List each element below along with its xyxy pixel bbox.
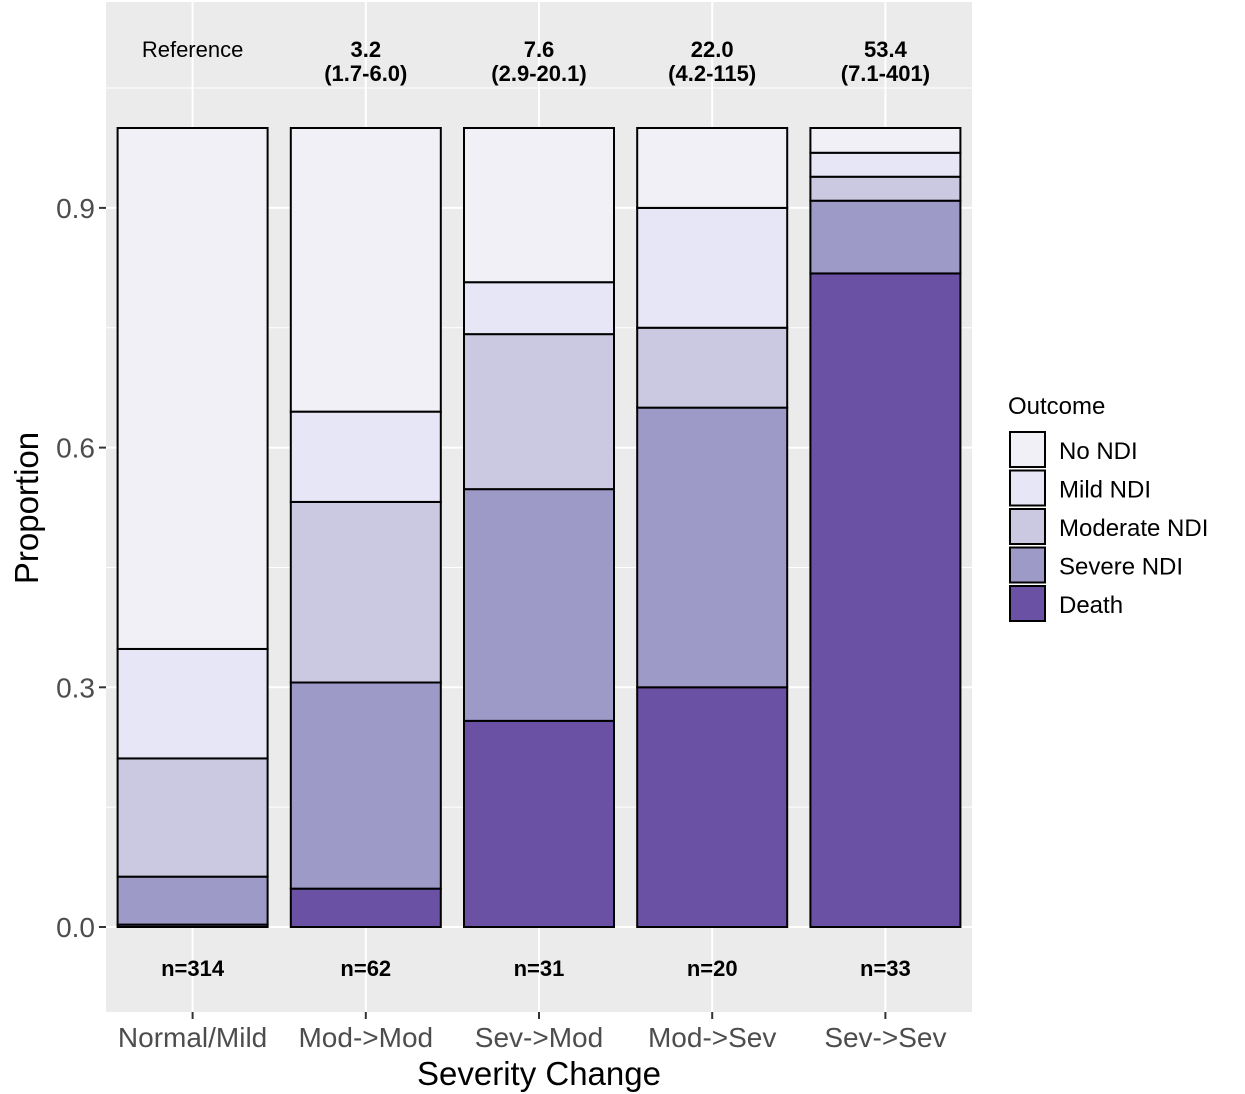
legend-label: No NDI <box>1059 438 1138 465</box>
bar-segment-sev-mod-severe-ndi <box>463 488 615 722</box>
annotations: Reference 3.2(1.7-6.0) 7.6(2.9-20.1) 22.0(4… <box>142 37 930 981</box>
y-tick-label: 0.9 <box>56 193 95 224</box>
bar-segment-mod-sev-death <box>636 686 789 928</box>
bar-segment-sev-mod-moderate-ndi <box>463 333 615 491</box>
y-tick-label: 0.3 <box>56 672 95 703</box>
bar-segment-normal-mild-moderate-ndi <box>116 757 269 878</box>
bar-segment-sev-mod-death <box>463 719 615 928</box>
x-tick-label: Normal/Mild <box>118 1022 267 1053</box>
bar-segment-mod-sev-severe-ndi <box>636 406 789 689</box>
x-axis-title: Severity Change <box>417 1055 661 1092</box>
y-axis-title: Proportion <box>8 432 45 584</box>
bar-segment-mod-mod-moderate-ndi <box>289 500 442 684</box>
legend-label: Mild NDI <box>1059 477 1151 504</box>
sample-size-label: n=31 <box>514 956 565 981</box>
bar-segment-normal-mild-severe-ndi <box>116 875 269 926</box>
bar-segment-mod-sev-mild-ndi <box>636 206 789 329</box>
top-annotation-estimate: 22.0 <box>691 37 734 62</box>
y-tick-label: 0.6 <box>56 433 95 464</box>
top-annotation-estimate: 3.2 <box>351 37 382 62</box>
bar-segment-mod-sev-moderate-ndi <box>636 326 789 409</box>
legend-swatch-severe-ndi <box>1009 546 1046 584</box>
bar-segment-sev-sev-mild-ndi <box>809 151 962 178</box>
bars <box>116 127 962 929</box>
top-annotation-reference: Reference <box>142 37 244 62</box>
sample-size-label: n=33 <box>860 956 911 981</box>
sample-size-label: n=62 <box>340 956 391 981</box>
y-axis: 0.0 0.3 0.6 0.9 <box>56 193 106 943</box>
bar-segment-sev-sev-no-ndi <box>809 127 962 154</box>
top-annotation-estimate: 7.6 <box>524 37 555 62</box>
top-annotation-interval: (2.9-20.1) <box>491 61 586 86</box>
x-tick-label: Sev->Mod <box>475 1022 603 1053</box>
legend: Outcome No NDI Mild NDI Moderate NDI Severe… <box>1008 393 1208 622</box>
bar-segment-sev-sev-severe-ndi <box>809 199 962 275</box>
x-tick-label: Sev->Sev <box>824 1022 946 1053</box>
bar-segment-sev-mod-no-ndi <box>463 127 615 284</box>
legend-swatch-no-ndi <box>1009 431 1046 468</box>
sample-size-label: n=314 <box>161 956 225 981</box>
top-annotation-interval: (7.1-401) <box>841 61 930 86</box>
legend-label: Death <box>1059 592 1123 619</box>
legend-label: Moderate NDI <box>1059 515 1208 542</box>
legend-swatch-moderate-ndi <box>1009 508 1046 545</box>
y-tick-label: 0.0 <box>56 912 95 943</box>
bar-segment-mod-mod-no-ndi <box>289 127 442 413</box>
legend-swatch-death <box>1009 585 1046 622</box>
bar-segment-normal-mild-mild-ndi <box>116 647 269 760</box>
top-annotation-interval: (1.7-6.0) <box>324 61 407 86</box>
sample-size-label: n=20 <box>687 956 738 981</box>
x-tick-label: Mod->Sev <box>648 1022 776 1053</box>
bar-segment-mod-mod-death <box>289 887 442 929</box>
bar-segment-sev-mod-mild-ndi <box>463 281 615 336</box>
bar-segment-sev-sev-death <box>809 272 962 928</box>
top-annotation-interval: (4.2-115) <box>668 61 756 86</box>
x-tick-label: Mod->Mod <box>298 1022 433 1053</box>
top-annotation-estimate: 53.4 <box>864 37 908 62</box>
bar-segment-sev-sev-moderate-ndi <box>809 175 962 202</box>
bar-segment-mod-mod-mild-ndi <box>289 410 442 503</box>
legend-label: Severe NDI <box>1059 554 1183 581</box>
x-axis: Normal/Mild Mod->Mod Sev->Mod Mod->Sev Sev->… <box>118 1012 946 1053</box>
bar-segment-normal-mild-no-ndi <box>116 127 269 650</box>
bar-segment-mod-sev-no-ndi <box>636 127 789 209</box>
bar-segment-mod-mod-severe-ndi <box>289 681 442 890</box>
legend-title: Outcome <box>1008 393 1105 420</box>
legend-swatch-mild-ndi <box>1009 469 1046 507</box>
